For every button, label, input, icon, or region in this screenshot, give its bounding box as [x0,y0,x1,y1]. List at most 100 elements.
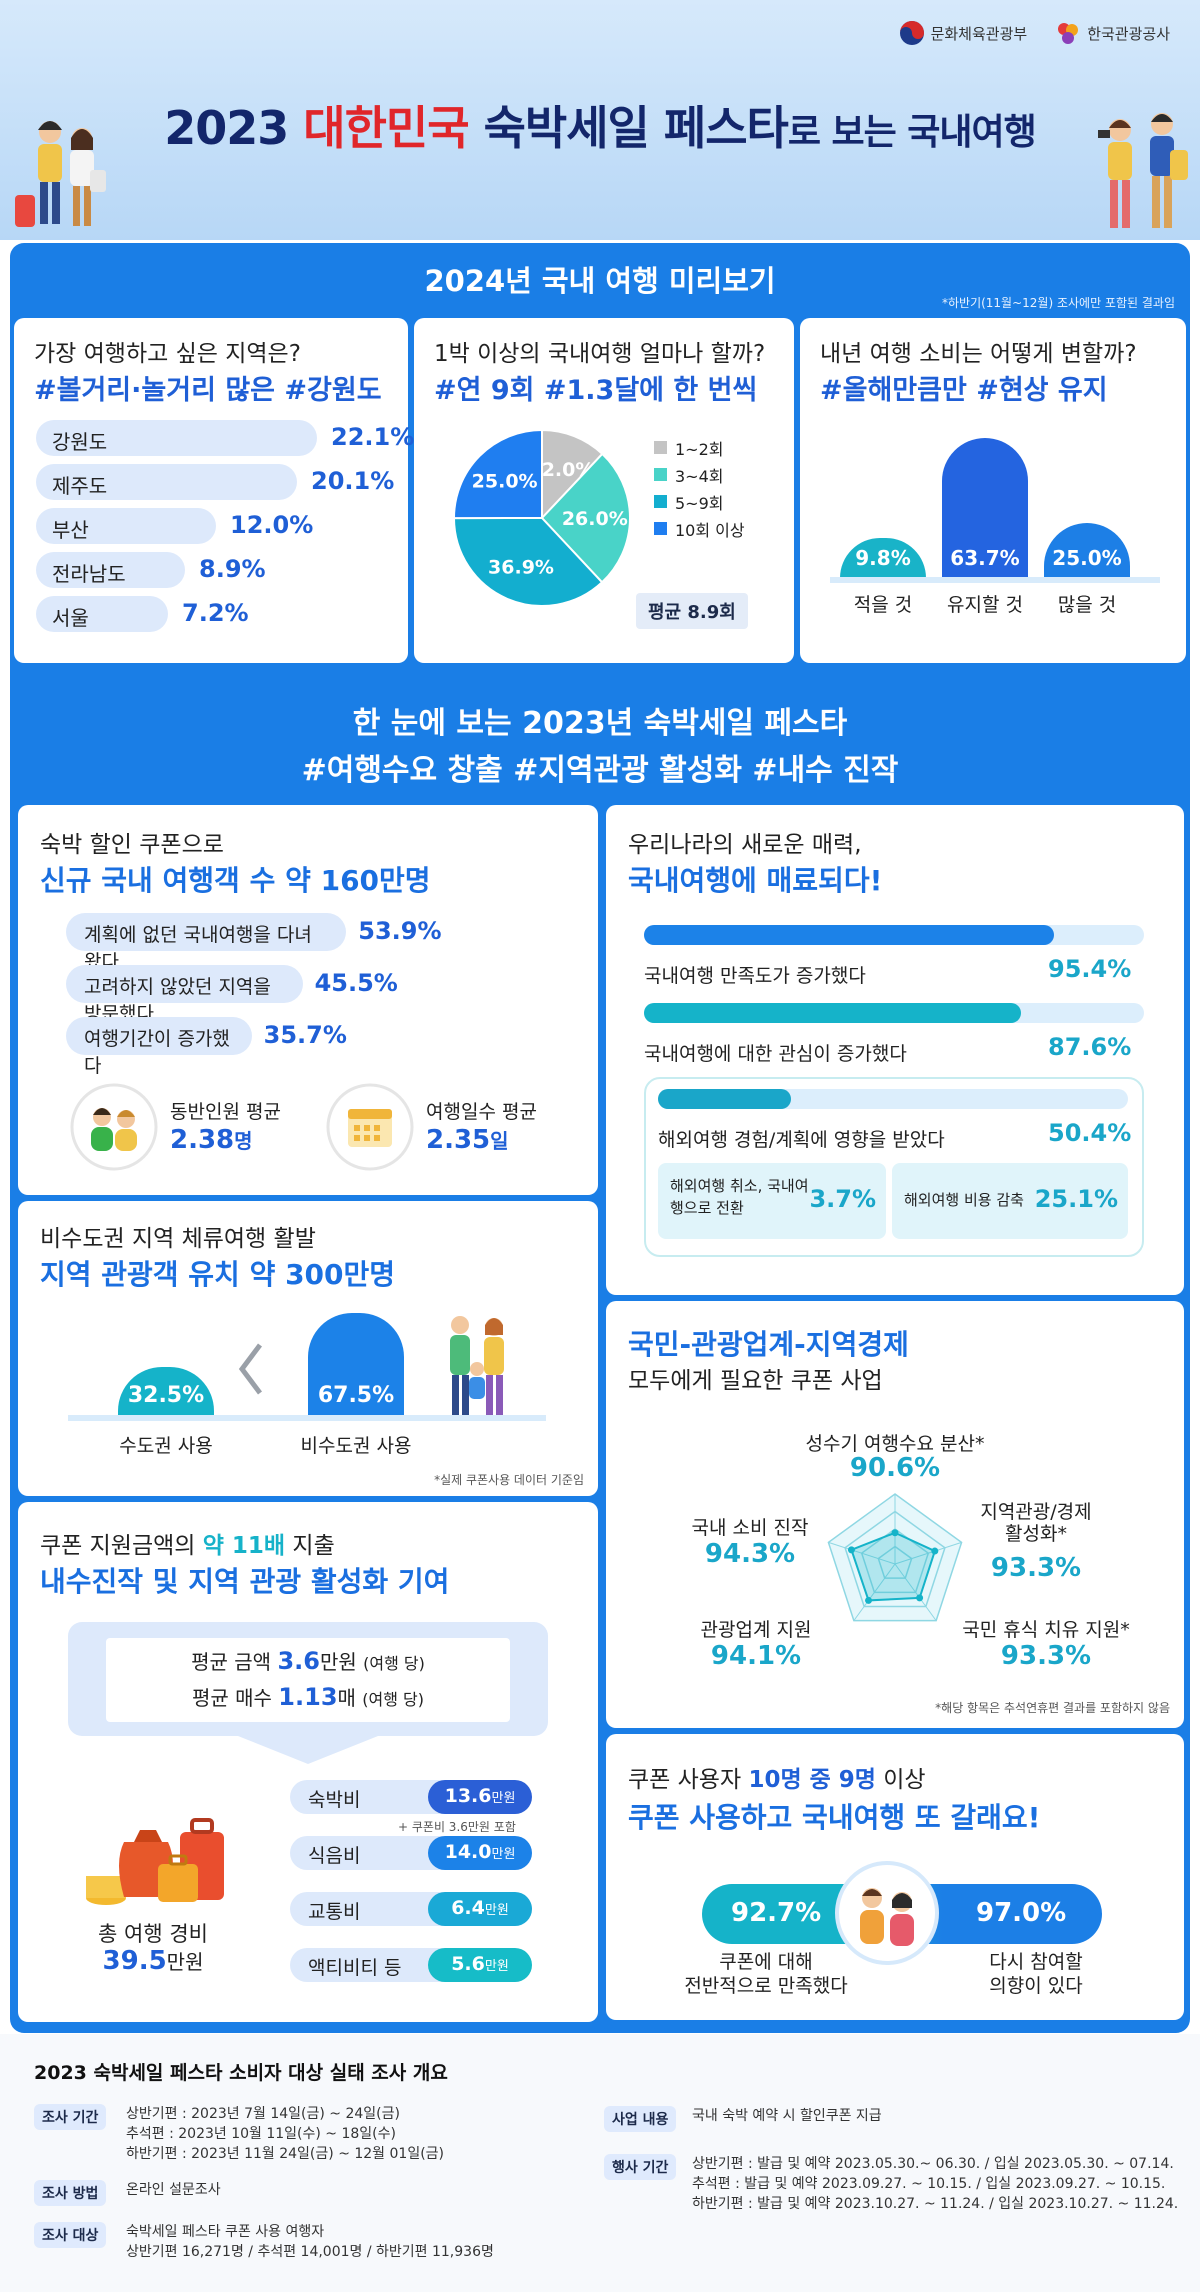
charm-track [658,1089,1128,1109]
coupon-program-note: *해당 항목은 추석연휴편 결과를 포함하지 않음 [935,1701,1170,1715]
radar-axis [894,1541,962,1565]
spending-axis-label: 유지할 것 [947,594,1023,616]
cost-row: 식음비 14.0만원 [290,1836,550,1870]
pie-slice [541,428,604,521]
revisit-right-value: 97.0% [976,1898,1067,1928]
cost-value: 5.6만원 [428,1948,532,1982]
new-travelers-lead: 숙박 할인 쿠폰으로 [40,832,224,858]
legend-label: 10회 이상 [675,520,745,540]
radar-point [865,1596,873,1604]
radar-value-peak: 90.6% [849,1453,941,1483]
region-value: 8.9% [199,555,266,583]
coupon-radar-chart [827,1493,963,1622]
charm-label: 국내여행 만족도가 증가했다 [644,965,866,987]
festa-hashtags: #여행수요 창출 #지역관광 활성화 #내수 진작 [301,753,899,788]
pie-slice [540,452,631,584]
radar-axis [828,1541,896,1565]
charm-fill [658,1089,791,1109]
average-amount: 평균 금액 3.6만원 (여행 당) [191,1647,425,1675]
cost-unit: 만원 [484,1959,509,1974]
radar-point [931,1547,939,1555]
cost-unit: 만원 [491,1847,516,1862]
overseas-box [644,1077,1144,1257]
frequency-card: 1박 이상의 국내여행 얼마나 할까? #연 9회 #1.3달에 한 번씩 12… [414,318,794,663]
region-headline: #볼거리·놀거리 많은 #강원도 [34,375,382,406]
non-capital-axis-label: 비수도권 사용 [300,1435,412,1457]
legend-swatch [654,522,667,535]
radar-value-regional: 93.3% [990,1553,1082,1583]
spending-card: 내년 여행 소비는 어떻게 변할까? #올해만큼만 #현상 유지 9.8% 63.… [800,318,1186,663]
non-capital-axis-label: 수도권 사용 [119,1435,213,1457]
cost-value: 13.6만원 [428,1780,532,1814]
charm-label: 해외여행 경험/계획에 영향을 받았다 [658,1129,945,1151]
average-inner [106,1638,510,1722]
survey-business-tag: 사업 내용 [604,2106,677,2132]
sub-cost-label: 해외여행 비용 감축 [904,1191,1024,1209]
new-travelers-card: 숙박 할인 쿠폰으로 신규 국내 여행객 수 약 160만명 동반인원 평균 2… [18,805,598,1195]
frequency-pie-chart: 12.0% 26.0% 36.9% 25.0% [452,428,631,607]
pie-slice [453,428,543,520]
new-travelers-value: 53.9% [358,917,442,945]
region-value: 22.1% [331,423,415,451]
money-bag-luggage-icon [86,1818,224,1905]
new-travelers-value: 45.5% [314,969,398,997]
pie-legend: 1~2회 3~4회 5~9회 10회 이상 [654,434,745,542]
radar-point [891,1529,899,1537]
pie-slice [452,516,604,607]
radar-label-industry: 관광업계 지원 [700,1619,812,1641]
legend-label: 3~4회 [675,466,724,486]
revisit-lead: 쿠폰 사용자 10명 중 9명 이상 [628,1767,926,1793]
cost-amount: 6.4 [451,1897,485,1919]
revisit-left-value: 92.7% [731,1898,822,1928]
new-travelers-label: 고려하지 않았던 지역을 방문했다 [66,965,303,1025]
sub-cost-box: 해외여행 비용 감축 25.1% [892,1163,1128,1239]
survey-method-tag: 조사 방법 [34,2180,107,2206]
legend-swatch [654,441,667,454]
spending-bar-label: 9.8% [855,546,911,570]
companions-icon [70,1083,158,1171]
kto-name: 한국관광공사 [1087,24,1170,43]
spending-effect-lead: 쿠폰 지원금액의 약 11배 지출 [40,1533,335,1559]
cost-row: 숙박비 13.6만원 [290,1780,550,1814]
cost-unit: 만원 [484,1903,509,1918]
survey-period-tag: 조사 기간 [34,2104,107,2130]
radar-grid [844,1510,946,1608]
cost-row: 액티비티 등 5.6만원 [290,1948,550,1982]
spending-bar: 9.8% [840,538,926,578]
cost-unit: 만원 [491,1791,516,1806]
spending-bar-label: 25.0% [1052,546,1122,570]
title-suffix: 로 보는 국내여행 [787,112,1037,153]
cost-amount: 5.6 [451,1953,485,1975]
charm-label: 국내여행에 대한 관심이 증가했다 [644,1043,907,1065]
radar-value-industry: 94.1% [710,1641,802,1671]
family-illustration [450,1316,504,1415]
cost-value: 6.4만원 [428,1892,532,1926]
days-label: 여행일수 평균 [426,1101,537,1123]
preview-note: *하반기(11월~12월) 조사에만 포함된 결과임 [941,296,1175,310]
title-event: 숙박세일 페스타 [483,101,789,155]
charm-value: 50.4% [1048,1119,1132,1147]
radar-value-rest: 93.3% [1000,1641,1092,1671]
new-travelers-headline: 신규 국내 여행객 수 약 160만명 [40,864,431,897]
non-capital-note: *실제 쿠폰사용 데이터 기준임 [434,1473,584,1487]
companions-value: 2.38명 [170,1125,253,1155]
survey-section: 2023 숙박세일 페스타 소비자 대상 실태 조사 개요 조사 기간 상반기편… [0,2034,1200,2292]
spending-bar: 25.0% [1044,523,1130,578]
spending-bar: 63.7% [942,438,1028,578]
survey-target-tag: 조사 대상 [34,2222,107,2248]
region-card: 가장 여행하고 싶은 지역은? #볼거리·놀거리 많은 #강원도 강원도 22.1… [14,318,414,663]
title-year: 2023 [164,101,289,155]
average-pointer [238,1736,378,1764]
sub-cancel-box: 해외여행 취소, 국내여행으로 전환 3.7% [658,1163,886,1239]
non-capital-headline: 지역 관광객 유치 약 300만명 [40,1258,396,1291]
calendar-icon [326,1083,414,1171]
radar-axis [853,1563,896,1621]
legend-swatch [654,468,667,481]
non-capital-bar-label: 32.5% [127,1383,205,1408]
average-count: 평균 매수 1.13매 (여행 당) [191,1683,425,1711]
left-travelers-illustration [15,121,106,227]
lodging-note: + 쿠폰비 3.6만원 포함 [398,1820,516,1834]
companions-label: 동반인원 평균 [170,1101,281,1123]
spending-question: 내년 여행 소비는 어떻게 변할까? [820,341,1137,367]
radar-value-consumption: 94.3% [704,1539,796,1569]
